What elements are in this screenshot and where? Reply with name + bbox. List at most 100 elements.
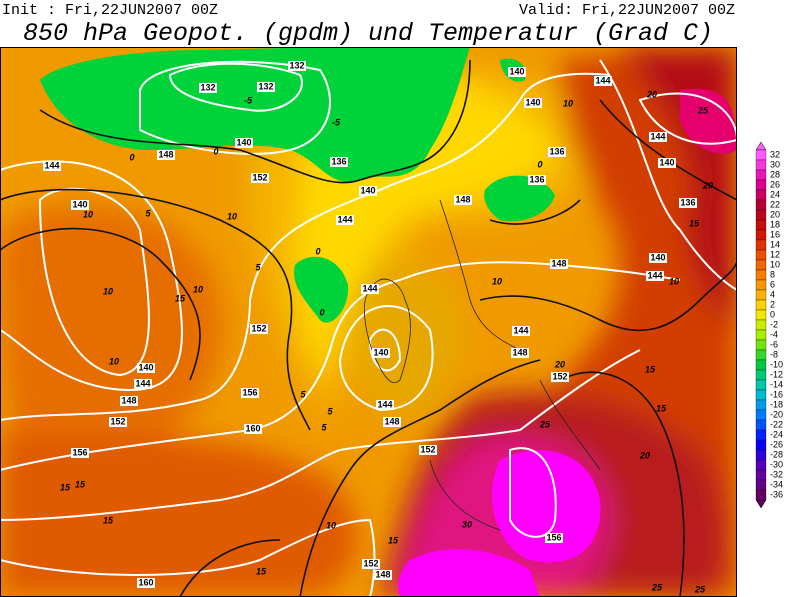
label-background xyxy=(419,445,437,455)
colorbar-label: -6 xyxy=(770,339,778,349)
map-title: 850 hPa Geopot. (gpdm) und Temperatur (G… xyxy=(23,19,713,48)
colorbar-label: -24 xyxy=(770,429,783,439)
temperature-label: 0 xyxy=(315,246,320,256)
temperature-label: 0 xyxy=(129,152,134,162)
colorbar-label: -18 xyxy=(770,399,783,409)
label-background xyxy=(43,161,61,171)
label-background xyxy=(251,173,269,183)
label-background xyxy=(679,198,697,208)
temperature-label: 20 xyxy=(554,359,565,369)
label-background xyxy=(157,150,175,160)
colorbar-swatch xyxy=(755,159,767,171)
temperature-label: 0 xyxy=(537,159,542,169)
geopotential-label: 148 xyxy=(455,194,470,204)
geopotential-contour xyxy=(368,328,402,372)
temperature-label: 10 xyxy=(563,98,573,108)
colorbar-label: -12 xyxy=(770,369,783,379)
geopotential-label: 144 xyxy=(44,160,59,170)
geopotential-label: 144 xyxy=(595,75,610,85)
label-background xyxy=(658,158,676,168)
temperature-contour xyxy=(0,227,201,381)
colorbar-swatch xyxy=(755,149,767,161)
colorbar-swatch xyxy=(755,479,767,491)
geopotential-label: 152 xyxy=(251,323,266,333)
temperature-label: 20 xyxy=(639,450,650,460)
geopotential-contour xyxy=(509,447,557,538)
colorbar-label: 24 xyxy=(770,189,780,199)
geopotential-label: 136 xyxy=(331,156,346,166)
colorbar-label: 26 xyxy=(770,179,780,189)
temperature-label: 5 xyxy=(255,262,261,272)
geopotential-contour xyxy=(139,60,331,155)
colorbar-label: -2 xyxy=(770,319,778,329)
colorbar-label: -26 xyxy=(770,439,783,449)
colorbar-label: -36 xyxy=(770,489,783,499)
geopotential-label: 140 xyxy=(138,362,153,372)
label-background xyxy=(528,175,546,185)
colorbar-swatch xyxy=(755,199,767,211)
colorbar-swatch xyxy=(755,409,767,421)
geopotential-label: 140 xyxy=(525,97,540,107)
colorbar-label: 18 xyxy=(770,219,780,229)
geopotential-label: 148 xyxy=(551,258,566,268)
label-background xyxy=(376,400,394,410)
colorbar-label: 12 xyxy=(770,249,780,259)
colorbar-label: -34 xyxy=(770,479,783,489)
geopotential-label: 136 xyxy=(529,174,544,184)
geopotential-label: 148 xyxy=(121,395,136,405)
geopotential-contour xyxy=(0,261,681,471)
geopotential-label: 140 xyxy=(236,137,251,147)
label-background xyxy=(649,253,667,263)
coastline xyxy=(364,199,601,531)
temperature-label: 0 xyxy=(319,307,324,317)
label-background xyxy=(374,570,392,580)
colorbar-arrow xyxy=(755,141,767,151)
temperature-label: 5 xyxy=(321,422,327,432)
colorbar-swatch xyxy=(755,389,767,401)
temperature-label: 20 xyxy=(702,180,713,190)
geopotential-contour xyxy=(0,518,376,597)
label-background xyxy=(71,200,89,210)
colorbar-label: 30 xyxy=(770,159,780,169)
colorbar-label: -28 xyxy=(770,449,783,459)
temperature-label: 15 xyxy=(175,293,186,303)
temperature-label: 15 xyxy=(656,403,667,413)
temperature-label: 15 xyxy=(388,535,399,545)
colorbar-label: -20 xyxy=(770,409,783,419)
colorbar-label: -32 xyxy=(770,469,783,479)
geopotential-label: 140 xyxy=(360,185,375,195)
temperature-label: 10 xyxy=(492,276,502,286)
colorbar-swatch xyxy=(755,439,767,451)
init-time: Init : Fri,22JUN2007 00Z xyxy=(2,2,218,19)
temperature-contour xyxy=(0,188,311,431)
temperature-label: 20 xyxy=(646,89,657,99)
temperature-contour xyxy=(489,199,581,225)
geopotential-label: 144 xyxy=(377,399,392,409)
temperature-label: 15 xyxy=(256,566,267,576)
colorbar-arrow xyxy=(755,499,767,509)
colorbar-swatch xyxy=(755,309,767,321)
cold-region xyxy=(294,256,349,323)
geopotential-label: 140 xyxy=(650,252,665,262)
colorbar-label: -8 xyxy=(770,349,778,359)
label-background xyxy=(134,379,152,389)
temperature-label: 10 xyxy=(669,276,679,286)
label-background xyxy=(244,424,262,434)
colorbar-swatch xyxy=(755,189,767,201)
colorbar-swatch xyxy=(755,449,767,461)
label-background xyxy=(137,578,155,588)
colorbar-swatch xyxy=(755,329,767,341)
label-background xyxy=(524,98,542,108)
geopotential-label: 152 xyxy=(552,371,567,381)
label-background xyxy=(649,132,667,142)
colorbar-label: -30 xyxy=(770,459,783,469)
label-background xyxy=(454,195,472,205)
colorbar-swatch xyxy=(755,419,767,431)
colorbar-swatch xyxy=(755,279,767,291)
geopotential-contour xyxy=(168,62,303,112)
colorbar-swatch xyxy=(755,289,767,301)
temperature-label: 10 xyxy=(103,286,113,296)
temperature-label: 25 xyxy=(694,584,706,594)
colorbar-label: -4 xyxy=(770,329,778,339)
